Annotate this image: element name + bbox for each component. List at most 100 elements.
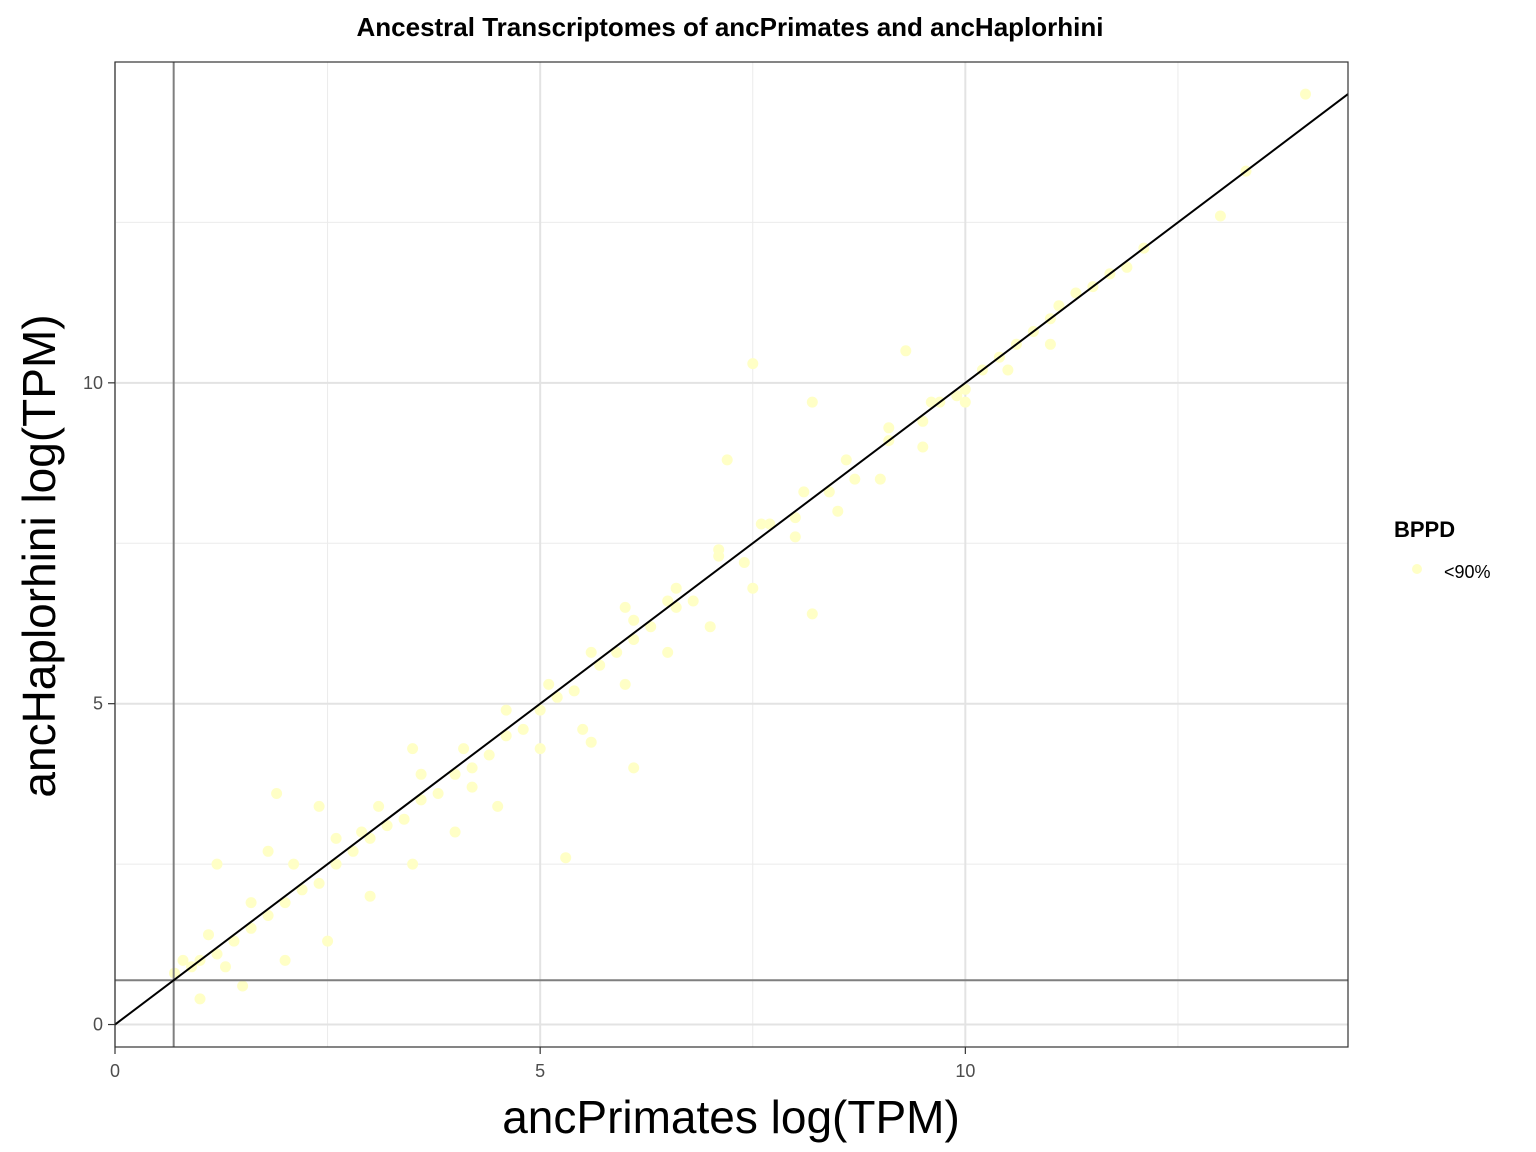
- data-point: [628, 634, 640, 645]
- data-point: [279, 897, 291, 909]
- y-tick-label: 10: [83, 373, 103, 393]
- y-axis-ticks: 0 5 10: [83, 373, 115, 1035]
- data-point: [577, 723, 589, 735]
- data-point: [832, 505, 844, 517]
- data-point: [628, 762, 640, 774]
- data-point: [237, 980, 249, 992]
- data-point: [806, 396, 818, 408]
- data-point: [713, 544, 725, 556]
- data-point: [356, 826, 368, 838]
- data-point: [560, 852, 572, 864]
- y-tick-label: 0: [93, 1015, 103, 1035]
- data-point: [619, 601, 631, 613]
- data-point: [211, 948, 223, 960]
- data-point: [500, 730, 512, 742]
- data-point: [373, 800, 385, 812]
- data-point: [381, 820, 393, 832]
- data-point: [1214, 210, 1226, 222]
- data-point: [203, 929, 214, 941]
- data-point: [483, 749, 495, 761]
- data-point: [432, 788, 444, 799]
- data-point: [755, 518, 767, 530]
- data-point: [279, 954, 291, 966]
- data-point: [721, 454, 733, 466]
- data-point: [798, 486, 810, 498]
- data-point: [594, 659, 606, 671]
- data-point: [764, 518, 776, 530]
- data-point: [347, 845, 359, 857]
- data-point: [517, 723, 529, 735]
- data-point: [883, 422, 895, 434]
- identity-diagonal-line: [114, 93, 1349, 1026]
- data-point: [1044, 338, 1056, 350]
- x-tick-label: 0: [110, 1061, 120, 1081]
- data-point: [534, 743, 546, 755]
- y-axis-title: ancHaplorhini log(TPM): [13, 314, 65, 797]
- data-point: [900, 345, 912, 357]
- data-point: [959, 383, 971, 395]
- data-point: [611, 646, 623, 658]
- data-point: [670, 601, 682, 613]
- panel-border: [114, 61, 1349, 1048]
- data-point: [747, 358, 759, 370]
- data-point: [228, 935, 240, 947]
- data-point: [364, 890, 376, 902]
- data-point: [288, 858, 300, 870]
- data-point: [789, 531, 801, 543]
- data-point: [917, 415, 929, 427]
- data-point: [177, 954, 189, 966]
- data-point: [619, 678, 631, 690]
- data-point: [670, 582, 682, 594]
- data-point: [398, 813, 410, 825]
- data-point: [543, 678, 555, 690]
- data-point: [917, 441, 929, 453]
- data-point: [628, 614, 640, 626]
- data-point: [789, 512, 801, 524]
- data-point: [466, 762, 478, 774]
- reference-lines: [114, 62, 1349, 1047]
- data-point: [407, 858, 419, 870]
- data-point: [925, 396, 937, 408]
- data-point: [1070, 287, 1082, 299]
- data-point: [823, 486, 835, 498]
- chart-title: Ancestral Transcriptomes of ancPrimates …: [356, 12, 1103, 42]
- data-point: [296, 884, 308, 896]
- y-tick-label: 5: [93, 694, 103, 714]
- x-axis-title: ancPrimates log(TPM): [502, 1091, 960, 1143]
- data-point: [271, 788, 283, 799]
- data-point: [330, 858, 342, 870]
- data-point: [951, 390, 963, 402]
- data-point: [262, 845, 274, 857]
- data-point: [466, 781, 478, 793]
- data-point: [313, 877, 325, 889]
- data-point: [211, 858, 223, 870]
- data-point: [662, 646, 674, 658]
- data-point: [534, 704, 546, 716]
- data-point: [415, 794, 427, 806]
- data-point: [220, 961, 231, 973]
- data-point: [585, 736, 597, 748]
- data-point: [313, 800, 325, 812]
- data-point: [1053, 300, 1065, 312]
- data-point: [568, 685, 580, 697]
- data-point: [738, 557, 750, 568]
- data-point: [645, 621, 657, 633]
- data-point: [322, 935, 334, 947]
- data-point: [245, 897, 257, 909]
- data-point: [747, 582, 759, 594]
- legend: BPPD <90%: [1394, 517, 1491, 582]
- data-point: [1002, 364, 1014, 376]
- data-point: [194, 993, 206, 1005]
- data-point: [806, 608, 818, 620]
- legend-title: BPPD: [1394, 517, 1455, 542]
- data-point: [449, 768, 461, 780]
- data-point: [551, 691, 563, 703]
- x-tick-label: 5: [535, 1061, 545, 1081]
- plot-panel: [114, 61, 1349, 1048]
- data-point: [492, 800, 504, 812]
- data-point: [874, 473, 886, 485]
- x-tick-label: 10: [955, 1061, 975, 1081]
- data-point: [840, 454, 852, 466]
- data-point: [849, 473, 861, 485]
